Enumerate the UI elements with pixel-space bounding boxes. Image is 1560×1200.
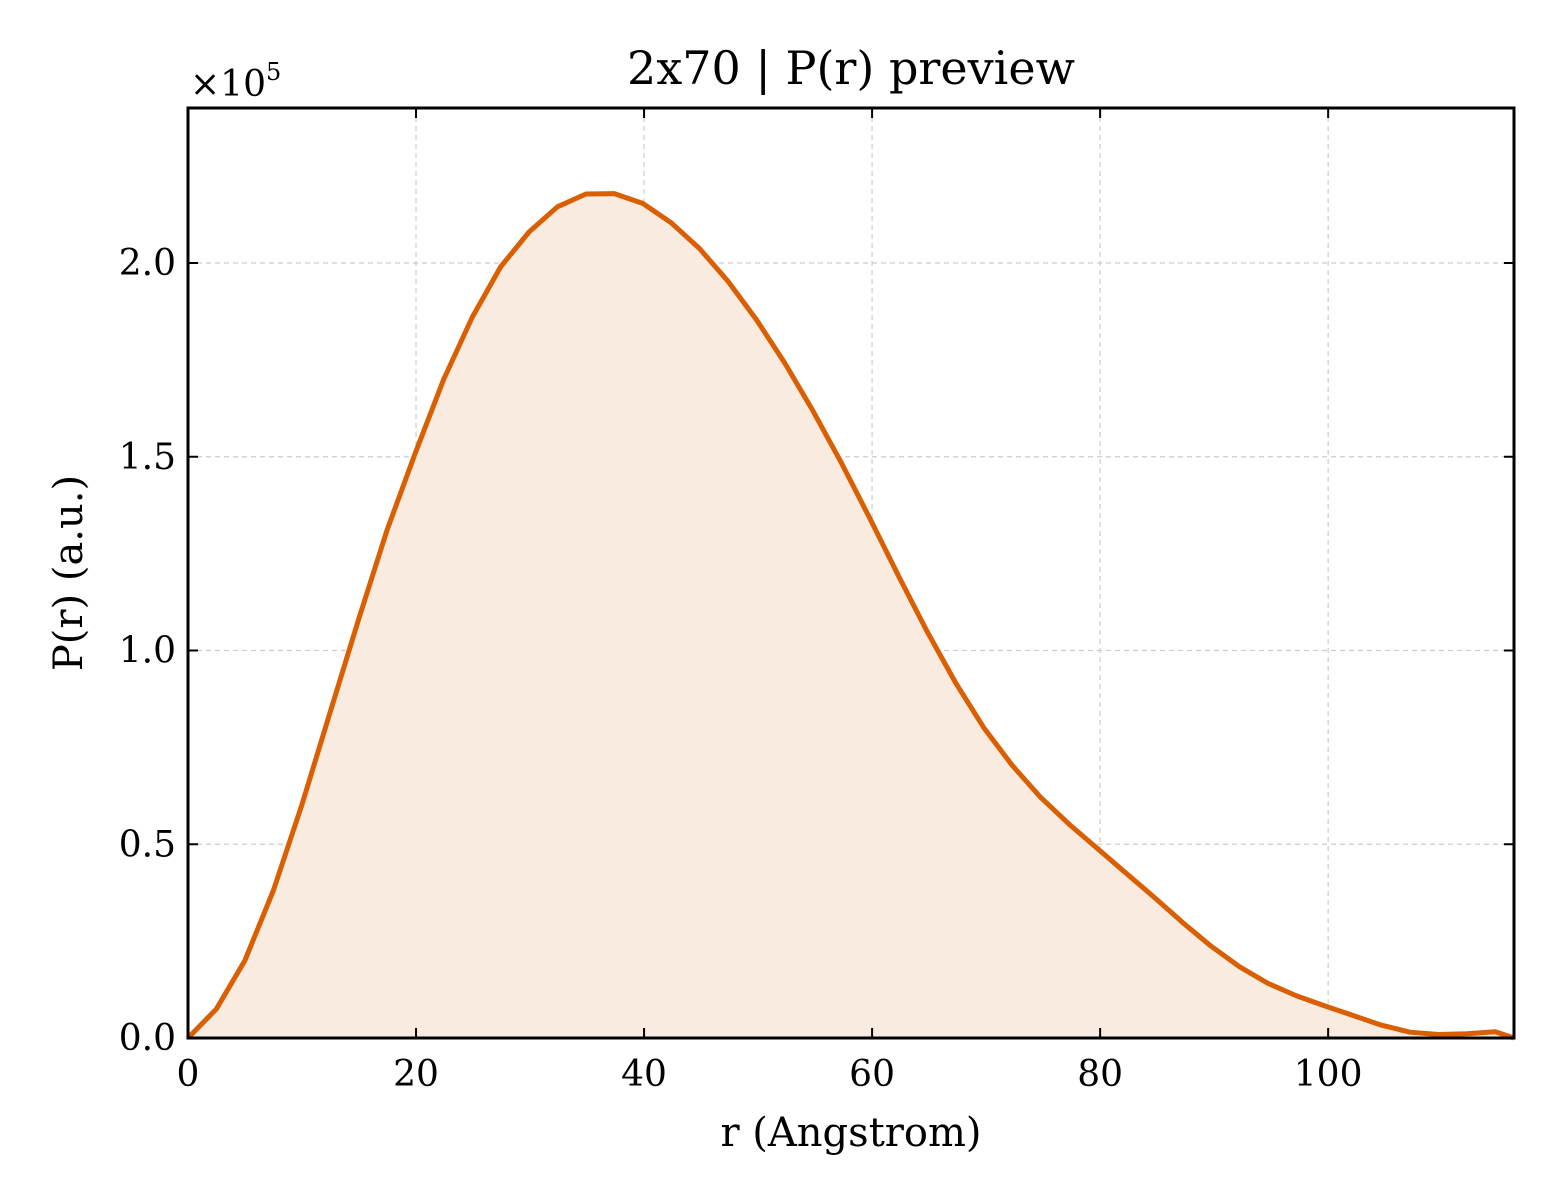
y-tick-label: 1.5 — [119, 437, 176, 478]
data-area-fill — [188, 193, 1514, 1038]
x-axis-label: r (Angstrom) — [720, 1110, 981, 1156]
x-tick-label: 60 — [849, 1054, 895, 1095]
x-tick-label: 80 — [1077, 1054, 1123, 1095]
x-tick-label: 20 — [393, 1054, 439, 1095]
y-tick-label: 2.0 — [119, 243, 176, 284]
data-line — [186, 191, 1515, 1041]
data-line-layer — [186, 191, 1515, 1041]
data-area-layer — [188, 193, 1514, 1038]
y-tick-label: 0.0 — [119, 1018, 176, 1059]
x-tick-label: 0 — [177, 1054, 200, 1095]
x-tick-label: 100 — [1294, 1054, 1363, 1095]
y-axis-multiplier-exponent: 5 — [266, 58, 281, 86]
y-axis-label: P(r) (a.u.) — [46, 475, 92, 671]
chart-title: 2x70 | P(r) preview — [627, 41, 1075, 95]
x-tick-label: 40 — [621, 1054, 667, 1095]
y-axis-multiplier-base: ×10 — [190, 64, 266, 105]
y-tick-label: 1.0 — [119, 631, 176, 672]
y-tick-label: 0.5 — [119, 824, 176, 865]
y-axis-multiplier: ×105 — [190, 58, 281, 105]
plot-frame — [186, 106, 1516, 1040]
tick-labels: 0 20 40 60 80 100 0.0 0.5 1.0 1.5 2.0 — [119, 243, 1363, 1095]
